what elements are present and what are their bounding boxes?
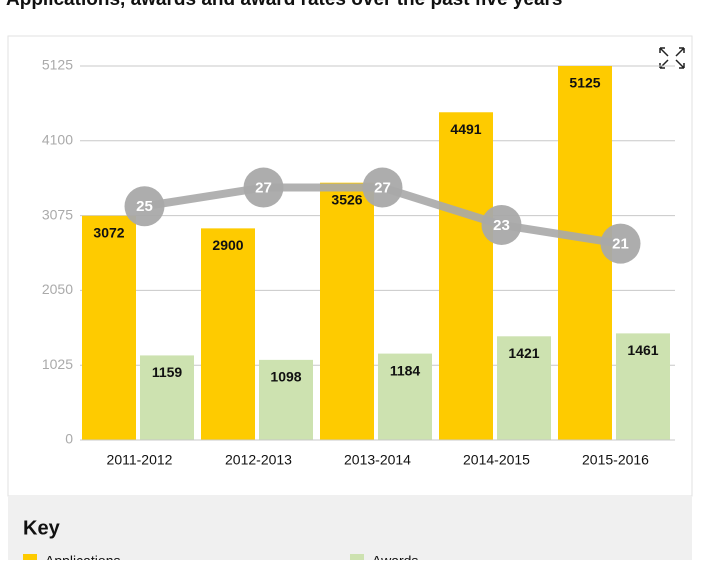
bar xyxy=(320,182,374,441)
bar-value-label: 1461 xyxy=(627,342,658,358)
bar xyxy=(82,215,136,440)
bar xyxy=(616,333,670,440)
x-tick-label: 2014-2015 xyxy=(463,452,530,468)
rate-point xyxy=(481,204,522,245)
bar-value-label: 1184 xyxy=(390,362,421,378)
rate-label: 27 xyxy=(255,180,272,197)
rate-label: 23 xyxy=(493,217,510,234)
y-tick-label: 4100 xyxy=(42,132,73,148)
bar-value-label: 3526 xyxy=(331,191,362,207)
bar-value-label: 3072 xyxy=(93,225,124,241)
rate-point xyxy=(124,186,165,227)
bar xyxy=(439,112,493,440)
bar-value-label: 4491 xyxy=(450,121,481,137)
y-tick-label: 5125 xyxy=(42,57,73,73)
legend-label: Awards xyxy=(372,553,418,560)
bar-value-label: 1159 xyxy=(152,364,183,380)
bar xyxy=(259,359,313,440)
y-tick-label: 1025 xyxy=(42,356,73,372)
bar xyxy=(140,355,194,440)
bar xyxy=(201,228,255,440)
key-panel xyxy=(8,496,692,560)
y-tick-label: 2050 xyxy=(42,281,73,297)
rate-point xyxy=(243,167,284,208)
x-tick-label: 2013-2014 xyxy=(344,452,411,468)
y-tick-label: 0 xyxy=(65,431,73,447)
bar xyxy=(378,353,432,440)
bar-value-label: 5125 xyxy=(569,75,600,91)
rate-label: 27 xyxy=(374,180,391,197)
legend-swatch xyxy=(23,554,37,565)
x-tick-label: 2011-2012 xyxy=(107,452,173,468)
chart-title: Applications, awards and award rates ove… xyxy=(6,0,563,10)
legend-label: Applications xyxy=(45,553,121,560)
rate-point xyxy=(362,167,403,208)
rate-label: 21 xyxy=(612,236,629,253)
x-tick-label: 2015-2016 xyxy=(582,452,649,468)
bar xyxy=(497,336,551,440)
bar-value-label: 2900 xyxy=(212,237,243,253)
rate-label: 25 xyxy=(136,198,153,215)
bar-value-label: 1421 xyxy=(508,345,539,361)
legend-swatch xyxy=(350,554,364,565)
key-title: Key xyxy=(23,517,61,539)
rate-point xyxy=(600,223,641,264)
x-tick-label: 2012-2013 xyxy=(225,452,292,468)
y-tick-label: 3075 xyxy=(42,206,73,222)
bar-value-label: 1098 xyxy=(270,369,301,385)
